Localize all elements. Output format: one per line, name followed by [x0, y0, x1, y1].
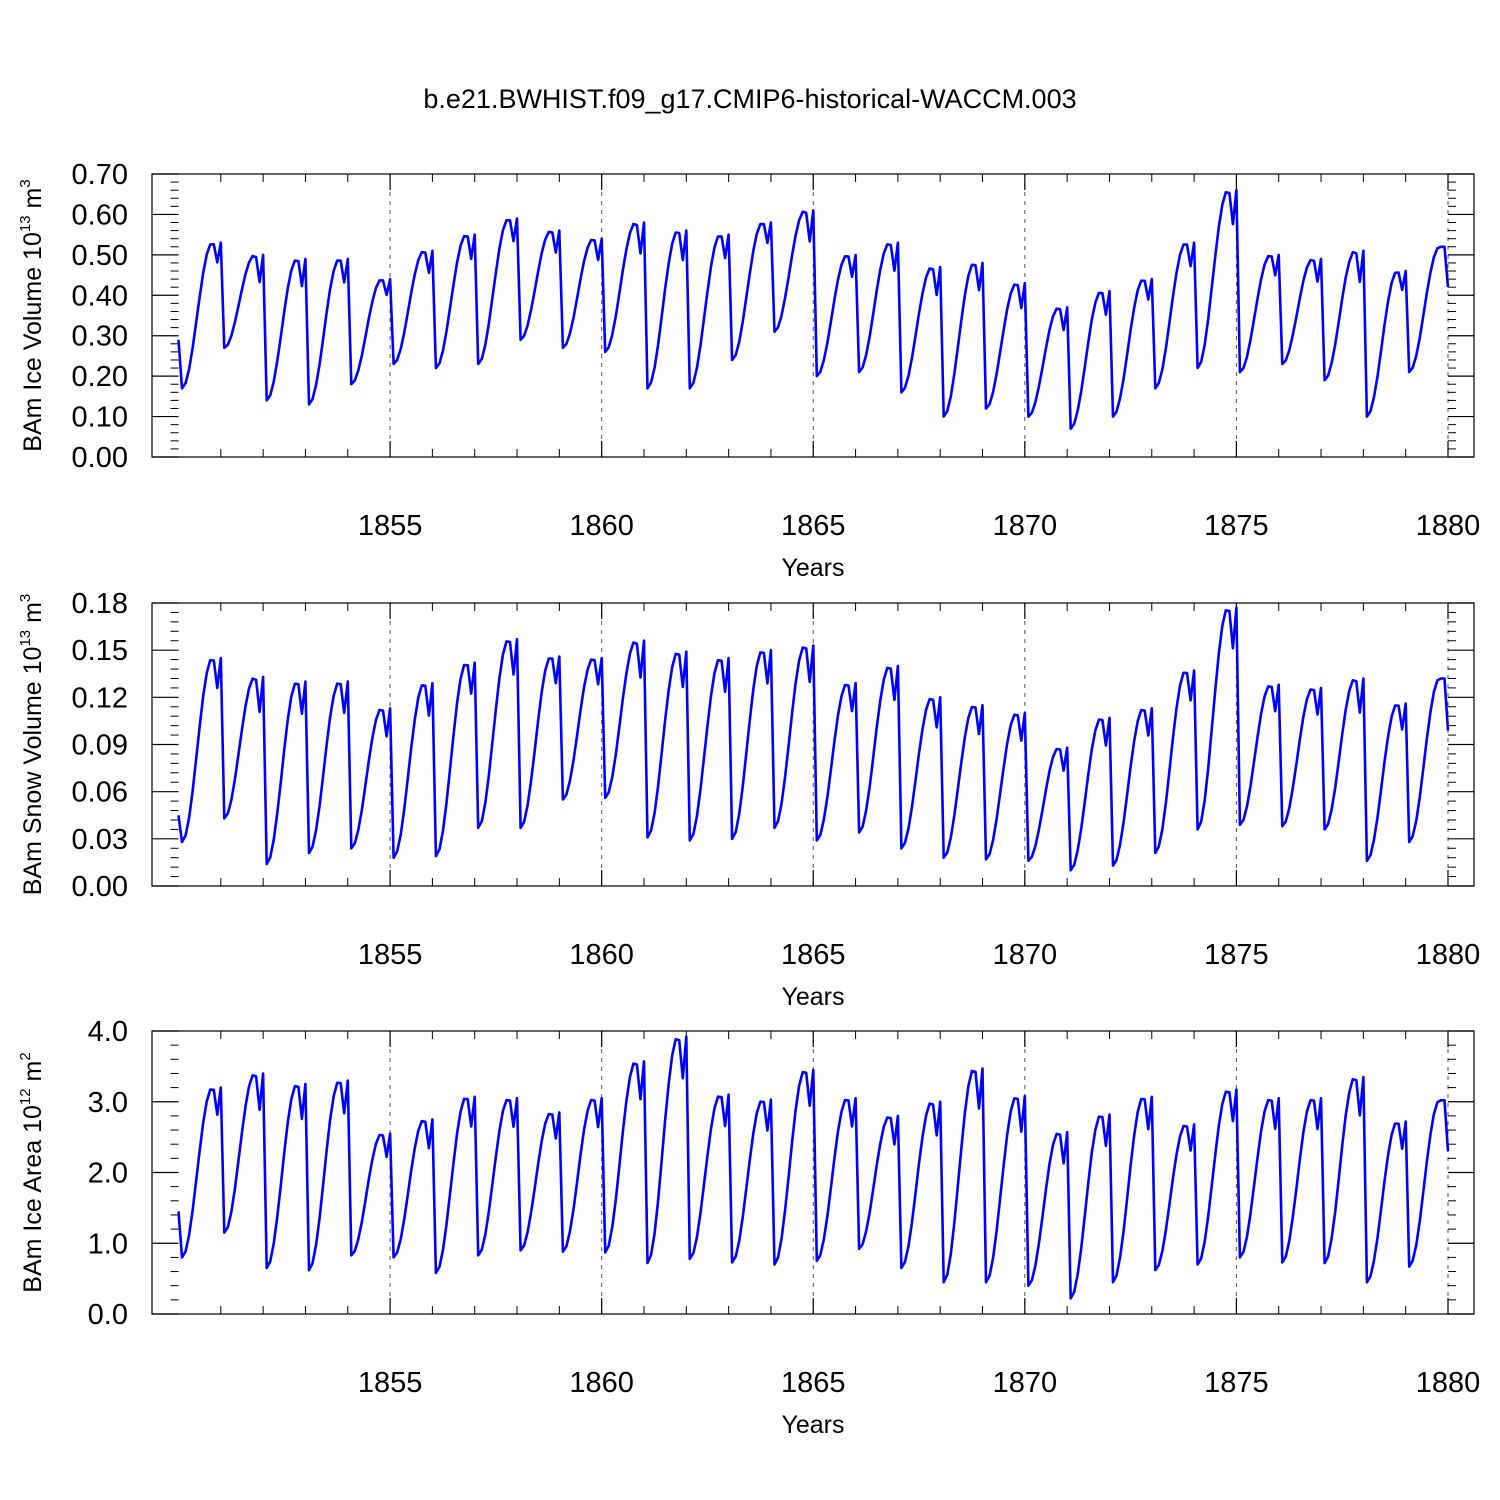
- x-axis-title: Years: [781, 554, 844, 582]
- y-tick-label: 4.0: [88, 1016, 128, 1048]
- y-tick-label: 0.0: [88, 1299, 128, 1331]
- x-tick-label: 1870: [993, 1367, 1058, 1399]
- y-tick-label: 0.12: [72, 682, 128, 714]
- y-tick-label: 0.60: [72, 199, 128, 231]
- x-axis-title: Years: [781, 1411, 844, 1439]
- panel-ice_area: 1855 1860 1865 1870 1875 1880 Years 0.0 1.0 2.0 3.…: [17, 1016, 1480, 1439]
- y-tick-label: 0.10: [72, 402, 128, 434]
- y-tick-label: 1.0: [88, 1228, 128, 1260]
- series-line-ice_area: [177, 1035, 1450, 1300]
- y-tick-label: 0.06: [72, 777, 128, 809]
- x-tick-label: 1870: [993, 510, 1058, 542]
- y-axis-title: BAm Snow Volume 1013 m3: [17, 594, 47, 896]
- x-tick-label: 1855: [358, 1367, 423, 1399]
- y-tick-label: 2.0: [88, 1158, 128, 1190]
- y-tick-label: 3.0: [88, 1087, 128, 1119]
- figure-title: b.e21.BWHIST.f09_g17.CMIP6-historical-WA…: [423, 84, 1077, 114]
- y-axis-title: BAm Ice Volume 1013 m3: [17, 179, 47, 451]
- x-tick-label: 1875: [1204, 939, 1269, 971]
- y-tick-label: 0.00: [72, 442, 128, 474]
- series-line-snow_volume: [177, 606, 1450, 872]
- y-tick-label: 0.30: [72, 321, 128, 353]
- panel-ice_volume: 1855 1860 1865 1870 1875 1880 Years 0.00 0.10 0.2…: [17, 159, 1480, 582]
- x-tick-label: 1880: [1416, 510, 1481, 542]
- x-tick-label: 1875: [1204, 1367, 1269, 1399]
- x-tick-label: 1875: [1204, 510, 1269, 542]
- x-tick-label: 1880: [1416, 939, 1481, 971]
- y-axis-title: BAm Ice Area 1012 m2: [17, 1052, 47, 1292]
- y-tick-label: 0.20: [72, 361, 128, 393]
- y-tick-label: 0.50: [72, 240, 128, 272]
- x-tick-label: 1860: [569, 1367, 634, 1399]
- y-tick-label: 0.09: [72, 730, 128, 762]
- x-tick-label: 1865: [781, 510, 846, 542]
- x-tick-label: 1855: [358, 510, 423, 542]
- x-tick-label: 1865: [781, 939, 846, 971]
- y-tick-label: 0.15: [72, 635, 128, 667]
- y-tick-label: 0.70: [72, 159, 128, 191]
- y-tick-label: 0.00: [72, 871, 128, 903]
- x-tick-label: 1865: [781, 1367, 846, 1399]
- x-tick-label: 1880: [1416, 1367, 1481, 1399]
- y-tick-label: 0.03: [72, 824, 128, 856]
- x-tick-label: 1870: [993, 939, 1058, 971]
- x-axis-title: Years: [781, 983, 844, 1011]
- y-tick-label: 0.18: [72, 588, 128, 620]
- x-tick-label: 1860: [569, 939, 634, 971]
- panel-snow_volume: 1855 1860 1865 1870 1875 1880 Years 0.00 0.03 0.0…: [17, 588, 1480, 1011]
- series-line-ice_volume: [177, 188, 1450, 430]
- y-tick-label: 0.40: [72, 280, 128, 312]
- x-tick-label: 1860: [569, 510, 634, 542]
- x-tick-label: 1855: [358, 939, 423, 971]
